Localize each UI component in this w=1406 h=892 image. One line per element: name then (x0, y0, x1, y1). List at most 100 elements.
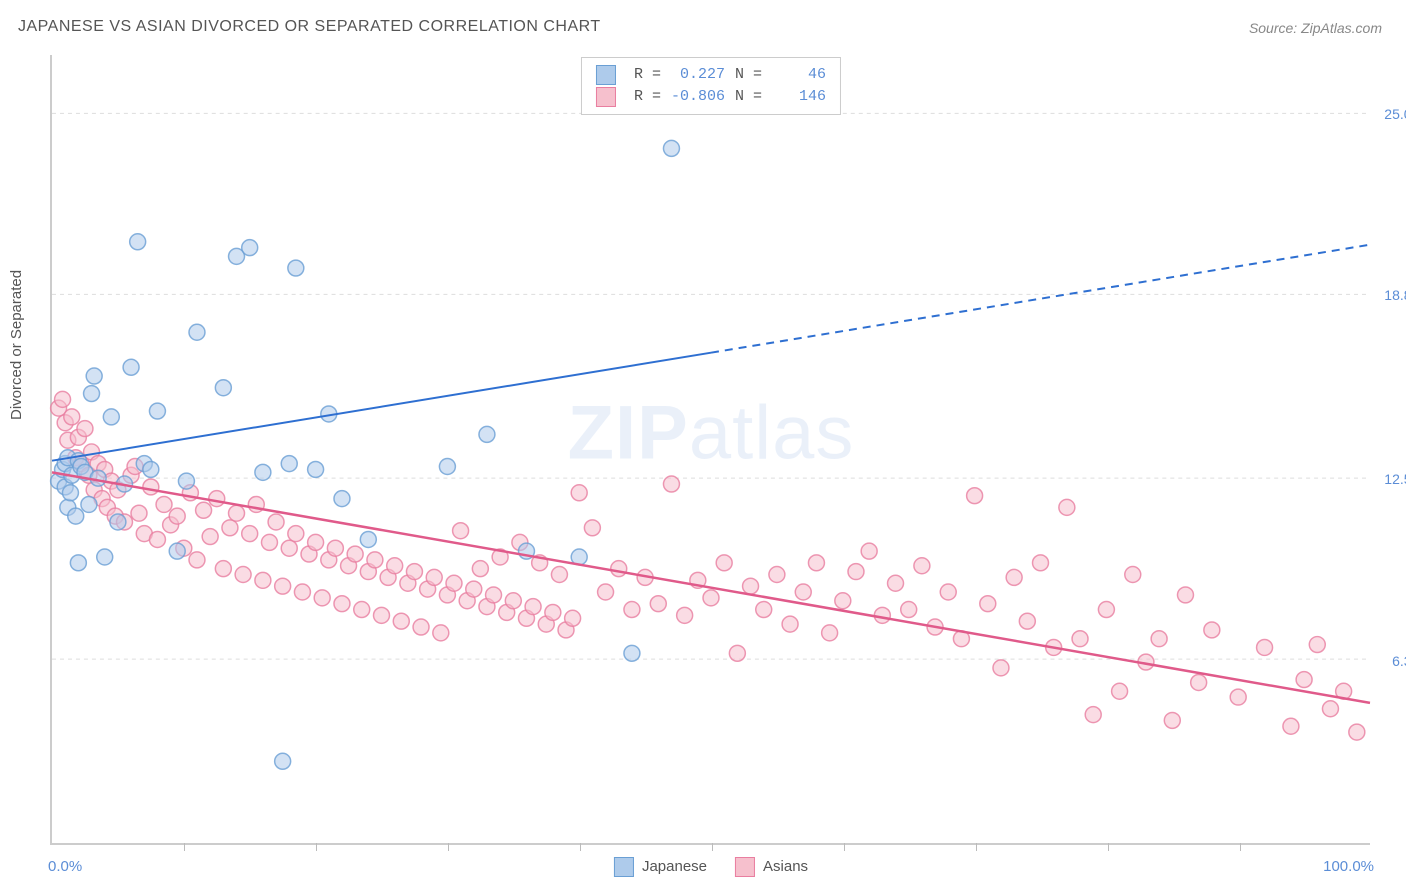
y-tick-label: 25.0% (1376, 106, 1406, 122)
x-axis-min-label: 0.0% (48, 858, 82, 875)
scatter-point (209, 491, 225, 507)
scatter-point (716, 555, 732, 571)
scatter-point (1151, 631, 1167, 647)
x-tick (184, 843, 185, 851)
scatter-point (1283, 718, 1299, 734)
scatter-point (1296, 672, 1312, 688)
scatter-point (281, 540, 297, 556)
scatter-point (1309, 637, 1325, 653)
scatter-point (663, 476, 679, 492)
scatter-point (255, 572, 271, 588)
scatter-point (486, 587, 502, 603)
scatter-point (808, 555, 824, 571)
scatter-point (242, 526, 258, 542)
scatter-point (466, 581, 482, 597)
scatter-point (650, 596, 666, 612)
scatter-point (426, 569, 442, 585)
scatter-point (110, 514, 126, 530)
scatter-point (611, 561, 627, 577)
scatter-point (222, 520, 238, 536)
scatter-point (795, 584, 811, 600)
scatter-point (1006, 569, 1022, 585)
scatter-point (178, 473, 194, 489)
scatter-point (255, 464, 271, 480)
scatter-point (848, 564, 864, 580)
scatter-point (334, 596, 350, 612)
scatter-point (334, 491, 350, 507)
chart-svg (52, 55, 1370, 843)
x-tick (316, 843, 317, 851)
scatter-point (261, 534, 277, 550)
scatter-point (1164, 712, 1180, 728)
scatter-point (314, 590, 330, 606)
x-tick (580, 843, 581, 851)
scatter-point (967, 488, 983, 504)
scatter-point (1112, 683, 1128, 699)
scatter-point (1349, 724, 1365, 740)
scatter-point (453, 523, 469, 539)
scatter-point (229, 505, 245, 521)
scatter-point (1059, 499, 1075, 515)
x-axis-max-label: 100.0% (1323, 858, 1374, 875)
scatter-point (663, 140, 679, 156)
scatter-point (189, 552, 205, 568)
scatter-point (387, 558, 403, 574)
y-tick-label: 6.3% (1376, 653, 1406, 669)
scatter-point (1322, 701, 1338, 717)
scatter-point (993, 660, 1009, 676)
scatter-point (130, 234, 146, 250)
plot-area: ZIPatlas 6.3%12.5%18.8%25.0% 0.0% 100.0%… (50, 55, 1370, 845)
scatter-point (413, 619, 429, 635)
scatter-point (598, 584, 614, 600)
scatter-point (584, 520, 600, 536)
y-tick-label: 18.8% (1376, 287, 1406, 303)
stats-swatch-japanese (596, 65, 616, 85)
scatter-point (68, 508, 84, 524)
scatter-point (354, 602, 370, 618)
scatter-point (77, 421, 93, 437)
bottom-legend: Japanese Asians (614, 857, 808, 877)
scatter-point (149, 403, 165, 419)
scatter-point (1125, 567, 1141, 583)
x-tick (976, 843, 977, 851)
scatter-point (439, 459, 455, 475)
x-tick (1240, 843, 1241, 851)
scatter-point (861, 543, 877, 559)
scatter-point (472, 561, 488, 577)
scatter-point (235, 567, 251, 583)
scatter-point (565, 610, 581, 626)
scatter-point (525, 599, 541, 615)
scatter-point (308, 534, 324, 550)
source-attribution: Source: ZipAtlas.com (1249, 20, 1382, 36)
scatter-point (202, 529, 218, 545)
scatter-point (677, 607, 693, 623)
scatter-point (97, 549, 113, 565)
scatter-point (84, 386, 100, 402)
scatter-point (822, 625, 838, 641)
scatter-point (743, 578, 759, 594)
scatter-point (703, 590, 719, 606)
scatter-point (505, 593, 521, 609)
scatter-point (55, 391, 71, 407)
scatter-point (545, 604, 561, 620)
scatter-point (367, 552, 383, 568)
scatter-point (131, 505, 147, 521)
scatter-point (103, 409, 119, 425)
legend-swatch-asians (735, 857, 755, 877)
scatter-point (156, 496, 172, 512)
scatter-point (479, 426, 495, 442)
scatter-point (914, 558, 930, 574)
scatter-point (940, 584, 956, 600)
scatter-point (360, 531, 376, 547)
scatter-point (62, 485, 78, 501)
scatter-point (169, 543, 185, 559)
y-tick-label: 12.5% (1376, 471, 1406, 487)
x-tick (712, 843, 713, 851)
legend-swatch-japanese (614, 857, 634, 877)
scatter-point (242, 240, 258, 256)
scatter-point (393, 613, 409, 629)
scatter-point (215, 380, 231, 396)
scatter-point (143, 461, 159, 477)
scatter-point (215, 561, 231, 577)
scatter-point (446, 575, 462, 591)
